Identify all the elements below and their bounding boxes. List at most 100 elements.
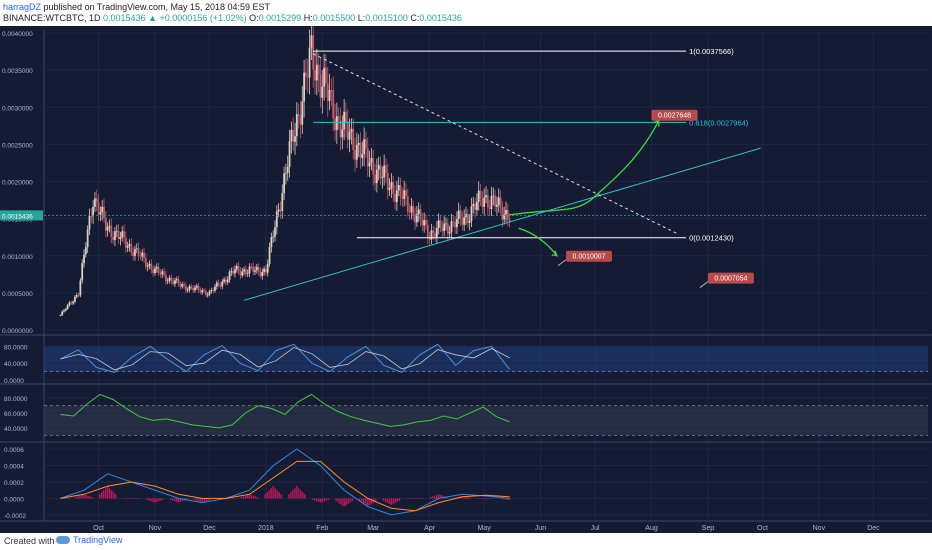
macd-histogram-bar [363, 498, 365, 504]
candle-body [323, 67, 326, 87]
macd-histogram-bar [162, 498, 164, 500]
candle-body [235, 265, 238, 270]
macd-histogram-bar [434, 495, 436, 499]
macd-histogram-bar [392, 498, 395, 504]
x-tick-label: Nov [149, 525, 162, 532]
target-pointer [557, 259, 567, 267]
candle-body [375, 169, 378, 184]
candle-body [368, 162, 371, 167]
y-tick-label: 0.0025000 [2, 142, 33, 149]
candle-body [295, 114, 298, 137]
candle-body [190, 286, 193, 289]
target-pointer [699, 281, 709, 288]
macd-histogram-bar [359, 498, 361, 502]
macd-histogram-bar [185, 498, 188, 500]
candle-body [163, 271, 165, 275]
x-tick-label: Apr [424, 525, 436, 532]
candle-body [252, 266, 255, 272]
macd-histogram-bar [504, 498, 507, 500]
chart-svg[interactable]: Oct Nov Dec 2018 Feb Mar Apr May Jun Jul Aug Sep Oct… [0, 17, 932, 533]
macd-histogram-bar [63, 498, 66, 499]
macd-histogram-bar [313, 498, 316, 501]
up-arrow-icon: ▲ [148, 13, 158, 23]
rsi-tick-label: 60.0000 [4, 411, 28, 418]
candle-body [124, 237, 127, 248]
candle-body [448, 232, 451, 234]
macd-tick-label: -0.0002 [4, 513, 26, 520]
macd-histogram-bar [128, 498, 131, 499]
candle-body [90, 216, 93, 217]
candle-body [503, 214, 506, 220]
candle-body [334, 118, 336, 131]
candle-body [346, 122, 349, 140]
macd-histogram-bar [250, 495, 253, 499]
candle-body [272, 236, 275, 238]
target-badge [707, 272, 754, 284]
macd-histogram-bar [152, 498, 154, 502]
ohlc-high-value: 0.0015500 [312, 13, 356, 23]
candle-body [481, 198, 484, 207]
candle-body [130, 244, 133, 253]
macd-histogram-bar [351, 498, 353, 502]
candle-body [319, 74, 322, 98]
macd-histogram-bar [406, 498, 408, 499]
candle-body [128, 244, 131, 246]
macd-histogram-bar [240, 497, 243, 499]
candle-body [361, 153, 364, 158]
ohlc-high-label: H: [303, 13, 313, 23]
y-tick-label: 0.0035000 [2, 68, 33, 75]
tradingview-cloud-icon [56, 536, 70, 544]
candle-body [206, 294, 209, 296]
candle-body [265, 268, 267, 273]
x-tick-label: Mar [367, 525, 380, 532]
macd-histogram-bar [367, 498, 369, 507]
macd-histogram-bar [175, 498, 178, 502]
macd-histogram-bar [248, 494, 251, 499]
candle-body [301, 101, 304, 125]
y-tick-label: 0.0020000 [2, 180, 33, 187]
candle-body [285, 172, 287, 174]
target-label: 0.0010007 [572, 254, 605, 261]
candle-body [314, 69, 316, 81]
publish-line: harragDZ published on TradingView.com, M… [3, 2, 270, 12]
macd-histogram-bar [315, 498, 318, 502]
candle-body [212, 290, 215, 291]
candle-body [414, 214, 416, 223]
candle-body [117, 231, 120, 240]
ohlc-close-value: 0.0015436 [419, 13, 462, 23]
candle-body [259, 271, 262, 277]
candle-body [263, 268, 265, 272]
candle-body [374, 174, 376, 184]
macd-histogram-bar [414, 498, 416, 499]
candle-body [386, 172, 389, 190]
candle-body [434, 232, 436, 238]
candle-body [108, 225, 111, 227]
candle-body [288, 141, 291, 167]
chart-area[interactable]: Oct Nov Dec 2018 Feb Mar Apr May Jun Jul Aug Sep Oct… [0, 17, 932, 533]
candle-body [405, 190, 407, 197]
x-tick-label: Nov [813, 525, 826, 532]
macd-histogram-bar [130, 498, 133, 499]
candle-body [195, 285, 198, 288]
current-price-badge [0, 210, 43, 221]
macd-histogram-bar [254, 496, 257, 499]
candle-body [217, 282, 220, 286]
macd-histogram-bar [508, 498, 511, 501]
candle-body [81, 263, 84, 281]
author-link[interactable]: harragDZ [3, 2, 42, 12]
macd-histogram-bar [195, 498, 197, 501]
candle-body [328, 90, 331, 101]
stoch-k-line [60, 343, 510, 373]
candle-body [203, 290, 205, 292]
candle-body [354, 150, 356, 160]
candle-body [490, 196, 493, 210]
footer: Created with TradingView [0, 533, 932, 550]
candle-body [114, 231, 116, 241]
candle-body [379, 165, 382, 178]
candle-body [139, 255, 142, 257]
candle-body [363, 139, 366, 154]
tradingview-logo[interactable]: TradingView [56, 535, 123, 545]
candle-body [72, 301, 75, 304]
candle-body [246, 273, 249, 275]
macd-histogram-bar [270, 488, 272, 499]
